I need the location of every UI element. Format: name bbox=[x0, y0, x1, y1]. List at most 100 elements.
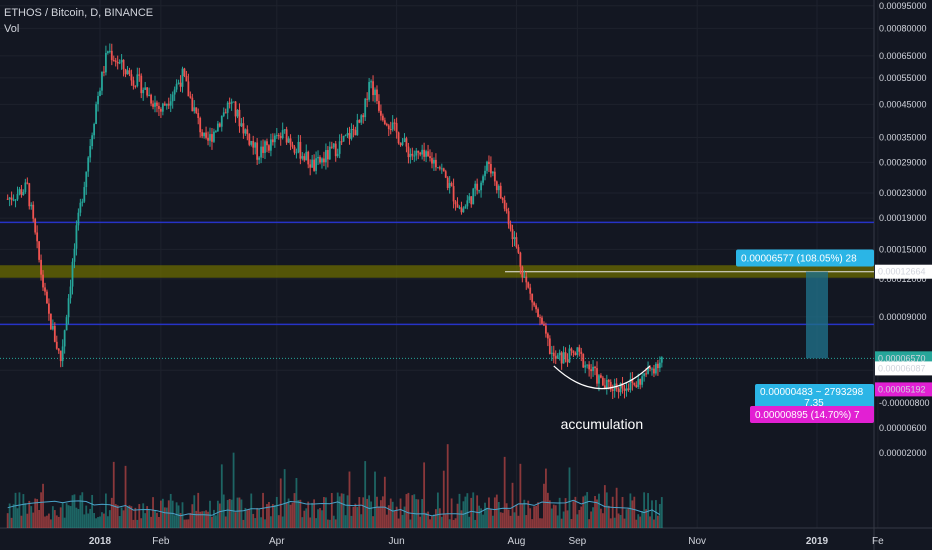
candle-body bbox=[283, 129, 286, 131]
volume-bar bbox=[211, 516, 213, 528]
candle-body bbox=[299, 141, 302, 159]
volume-bar bbox=[234, 512, 237, 528]
candle-body bbox=[537, 309, 539, 318]
candle-body bbox=[436, 167, 439, 169]
volume-bar bbox=[344, 515, 347, 528]
volume-bar bbox=[576, 514, 579, 528]
volume-bar bbox=[179, 513, 182, 528]
candle-body bbox=[358, 120, 361, 123]
volume-bar bbox=[358, 497, 361, 528]
candle-body bbox=[450, 183, 453, 187]
volume-bar bbox=[216, 500, 219, 528]
volume-bar bbox=[95, 518, 97, 528]
candle-body bbox=[397, 132, 400, 144]
candle-body bbox=[181, 68, 184, 87]
candle-body bbox=[611, 389, 614, 391]
volume-bar bbox=[138, 504, 141, 528]
volume-bar bbox=[285, 502, 288, 528]
candle-body bbox=[482, 176, 484, 183]
price-tag-text: 0.00012664 bbox=[878, 267, 926, 277]
volume-bar bbox=[566, 510, 569, 528]
candle-body bbox=[240, 123, 243, 127]
candle-body bbox=[517, 247, 520, 253]
candle-body bbox=[138, 74, 141, 76]
candle-body bbox=[325, 150, 327, 163]
volume-bar bbox=[103, 513, 105, 528]
candle-body bbox=[342, 135, 345, 142]
price-tag bbox=[875, 382, 932, 397]
candle-body bbox=[499, 185, 502, 198]
price-tag-text: 0.00006570 bbox=[878, 353, 926, 363]
candle-body bbox=[177, 82, 180, 84]
volume-bar bbox=[399, 498, 402, 528]
volume-bar bbox=[411, 495, 414, 528]
volume-bar bbox=[478, 505, 481, 528]
candle-body bbox=[57, 348, 60, 351]
candle-body bbox=[605, 379, 608, 389]
volume-bar bbox=[319, 508, 321, 528]
candle-body bbox=[607, 379, 610, 382]
volume-bar bbox=[342, 493, 345, 528]
volume-bar bbox=[305, 508, 308, 528]
candle-body bbox=[431, 158, 433, 164]
candle-body bbox=[643, 373, 646, 377]
volume-bar bbox=[545, 468, 547, 528]
volume-bar bbox=[488, 497, 490, 528]
price-axis-label: 0.00065000 bbox=[879, 51, 927, 61]
volume-bar bbox=[193, 495, 196, 528]
candle-body bbox=[10, 197, 13, 200]
candle-body bbox=[372, 81, 374, 96]
candle-body bbox=[378, 101, 380, 111]
candle-body bbox=[647, 366, 649, 374]
volume-bar bbox=[503, 456, 506, 528]
volume-bar bbox=[527, 500, 530, 528]
volume-bar bbox=[40, 492, 42, 528]
volume-bar bbox=[598, 493, 600, 528]
volume-bar bbox=[515, 504, 518, 528]
candle-body bbox=[503, 200, 506, 209]
candle-body bbox=[317, 157, 319, 159]
candle-body bbox=[32, 204, 35, 219]
candle-body bbox=[256, 142, 259, 160]
candle-body bbox=[218, 123, 221, 127]
candle-body bbox=[340, 141, 343, 143]
drawings[interactable]: accumulation 0.00006577 (108.05%) 28 0.000… bbox=[553, 249, 874, 432]
candle-body bbox=[391, 122, 394, 130]
symbol-title[interactable]: ETHOS / Bitcoin, D, BINANCE bbox=[4, 7, 154, 19]
candle-body bbox=[6, 198, 9, 200]
candle-body bbox=[346, 133, 349, 136]
price-axis-label: 0.00012000 bbox=[879, 274, 927, 284]
volume-bar bbox=[429, 519, 431, 528]
volume-bar bbox=[486, 507, 488, 528]
candle-body bbox=[142, 89, 145, 94]
volume-bar bbox=[372, 516, 374, 528]
candle-body bbox=[393, 122, 396, 124]
candle-body bbox=[623, 388, 626, 391]
candle-body bbox=[480, 182, 482, 191]
volume-bar bbox=[289, 504, 292, 528]
volume-bar bbox=[301, 517, 304, 528]
volume-bar bbox=[438, 508, 441, 528]
candle-body bbox=[20, 189, 23, 196]
volume-bar bbox=[458, 493, 461, 528]
candle-body bbox=[89, 146, 92, 158]
volume-bar bbox=[629, 493, 632, 528]
candle-body bbox=[348, 133, 351, 139]
time-axis[interactable]: 2018 Feb Apr Jun Aug Sep Nov 2019 Fe bbox=[89, 536, 884, 547]
candle-body bbox=[552, 352, 555, 357]
candle-body bbox=[313, 159, 316, 171]
volume-bar bbox=[352, 506, 355, 528]
candle-body bbox=[466, 200, 469, 207]
candle-body bbox=[548, 338, 551, 354]
candle-body bbox=[161, 103, 164, 112]
candle-body bbox=[260, 146, 262, 158]
volume-bar bbox=[110, 497, 113, 528]
volume-bar bbox=[77, 509, 80, 528]
volume-bar bbox=[348, 471, 351, 528]
candle-body bbox=[319, 157, 321, 163]
candle-body bbox=[285, 129, 288, 143]
candle-body bbox=[65, 317, 68, 331]
candle-body bbox=[446, 177, 449, 188]
volume-bar bbox=[22, 494, 25, 528]
